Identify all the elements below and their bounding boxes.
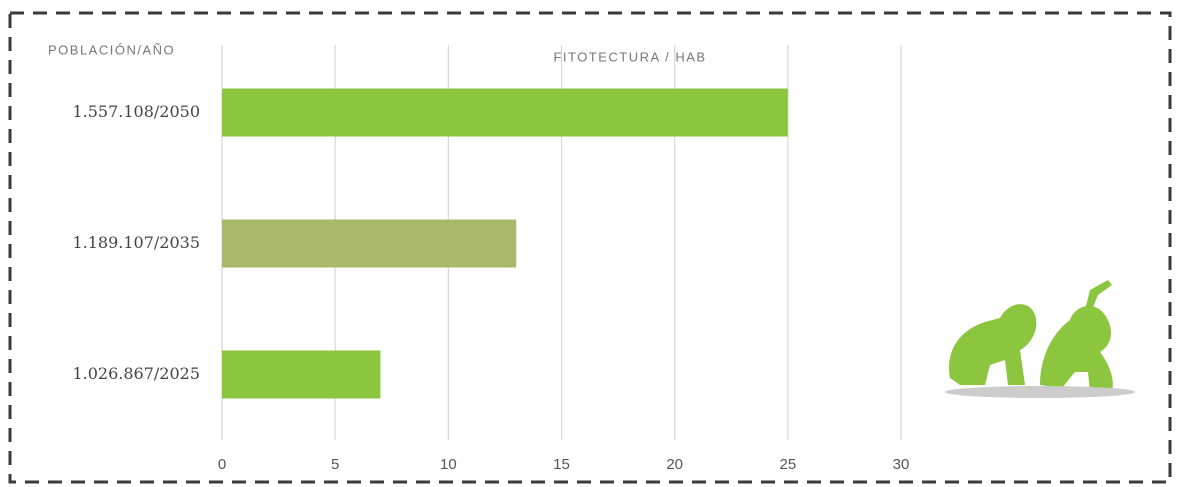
y-tick-label: 1.557.108/2050	[72, 102, 200, 121]
bar	[222, 350, 381, 399]
dashed-frame	[8, 11, 1172, 484]
y-axis-label: POBLACIÓN/AÑO	[48, 42, 175, 57]
x-tick-label: 0	[218, 456, 226, 473]
workers-icon	[945, 280, 1135, 398]
x-tick-label: 25	[779, 456, 796, 473]
chart-title: FITOTECTURA / HAB	[553, 49, 706, 64]
y-tick-label: 1.189.107/2035	[72, 233, 200, 252]
x-tick-label: 20	[666, 456, 683, 473]
bar	[222, 88, 788, 137]
y-tick-label: 1.026.867/2025	[72, 364, 200, 383]
x-tick-label: 30	[893, 456, 910, 473]
bar	[222, 219, 517, 268]
x-tick-label: 5	[331, 456, 339, 473]
x-tick-label: 15	[553, 456, 570, 473]
x-tick-label: 10	[440, 456, 457, 473]
